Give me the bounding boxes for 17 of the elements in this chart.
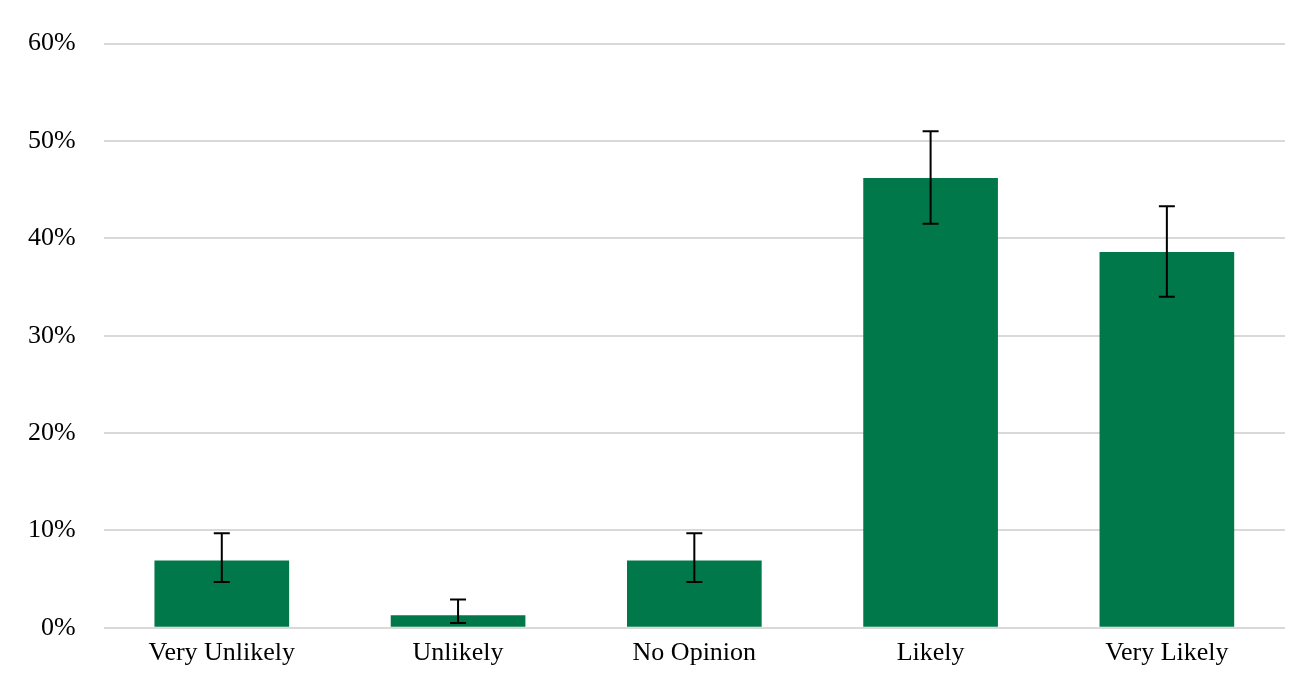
y-tick-label: 40% xyxy=(27,222,76,252)
bar xyxy=(1099,251,1235,627)
y-tick-label: 20% xyxy=(27,416,76,446)
x-tick-label: Very Likely xyxy=(1105,637,1229,667)
bar xyxy=(626,560,762,627)
bar xyxy=(863,177,998,627)
y-tick-label: 10% xyxy=(27,514,76,544)
bar xyxy=(154,560,290,627)
y-tick-label: 0% xyxy=(40,611,76,641)
bar xyxy=(390,615,526,627)
y-tick-label: 30% xyxy=(27,319,76,349)
x-tick-label: Likely xyxy=(896,637,965,667)
y-tick-label: 60% xyxy=(27,27,76,57)
x-tick-label: Very Unlikely xyxy=(148,637,296,667)
y-tick-label: 50% xyxy=(27,124,76,154)
x-tick-label: Unlikely xyxy=(412,637,504,667)
x-tick-label: No Opinion xyxy=(632,637,757,667)
